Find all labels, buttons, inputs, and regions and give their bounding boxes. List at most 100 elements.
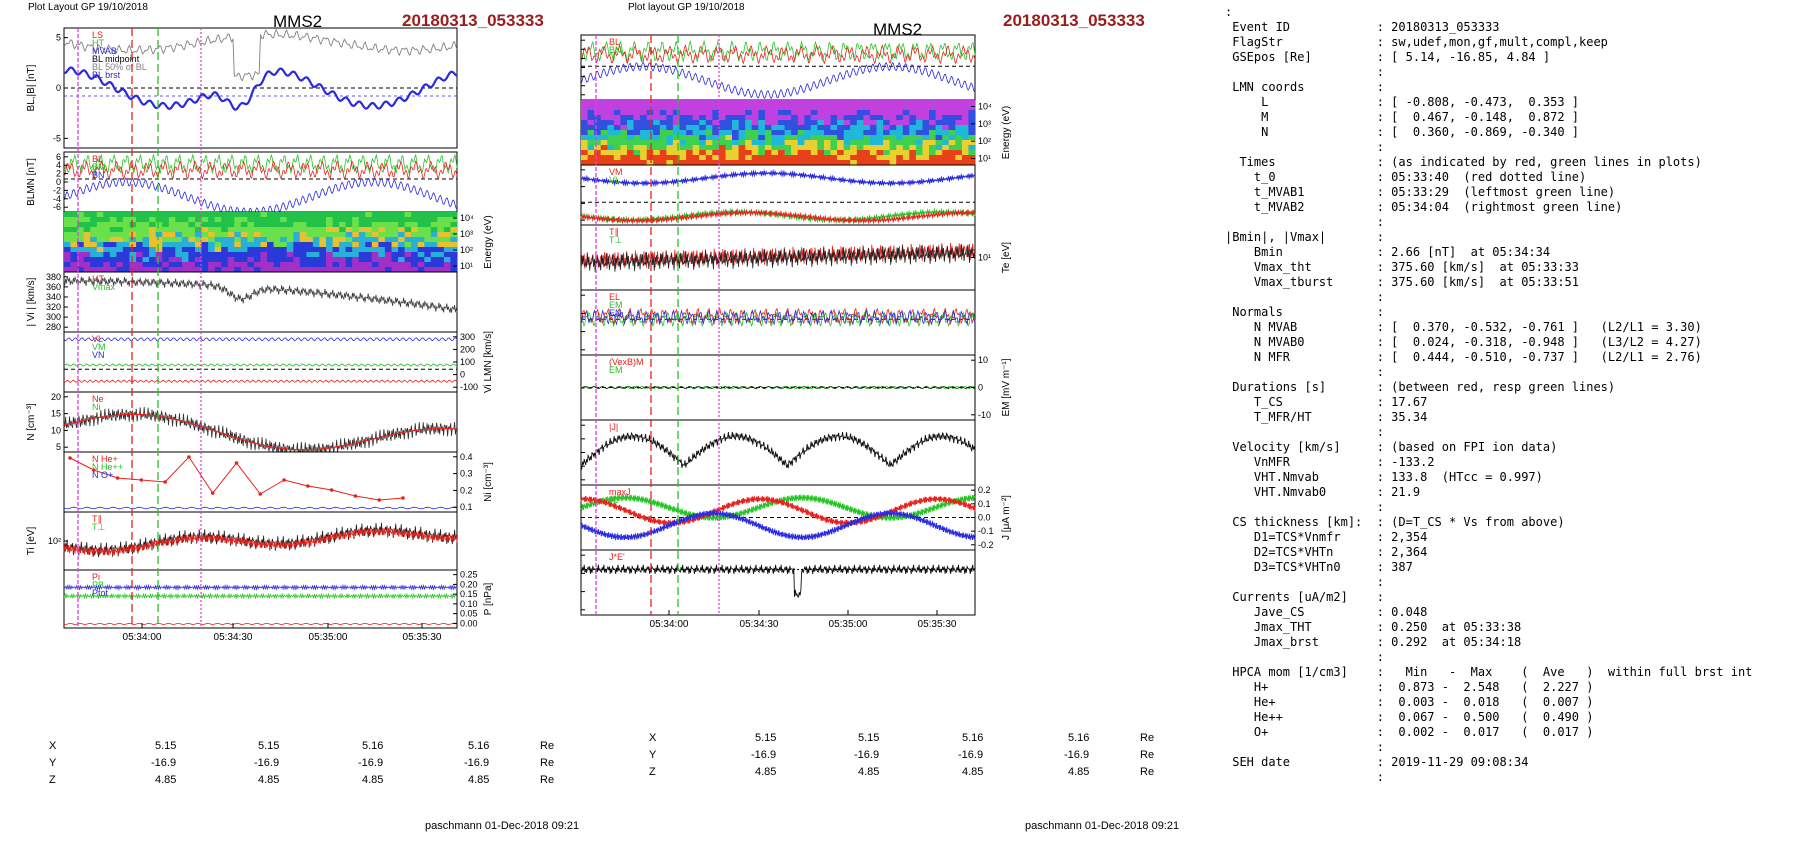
spectrogram-cell [804, 140, 812, 146]
spectrogram-cell [922, 100, 930, 106]
summary-line: : [1225, 500, 1384, 514]
spectrogram-cell [240, 262, 248, 268]
spectrogram-cell [312, 257, 320, 263]
spectrogram-cell [286, 217, 294, 223]
spectrogram-cell [725, 160, 733, 166]
summary-line: Currents [uA/m2] : [1225, 590, 1384, 604]
spectrogram-cell [587, 110, 595, 116]
spectrogram-cell [679, 135, 687, 141]
spectrogram-cell [267, 252, 274, 258]
spectrogram-cell [136, 237, 144, 243]
spectrogram-cell [299, 257, 307, 263]
spectrogram-cell [902, 115, 910, 121]
spectrogram-cell [417, 257, 425, 263]
y-tick-label: 10² [48, 536, 61, 546]
spectrogram-cell [699, 125, 707, 131]
spectrogram-cell [672, 110, 680, 116]
legend-entry: BL brst [92, 70, 121, 80]
y-tick-label: 300 [46, 312, 61, 322]
spectrogram-cell [863, 155, 871, 161]
spectrogram-cell [646, 135, 654, 141]
spectrogram-cell [136, 257, 144, 263]
spectrogram-cell [876, 155, 884, 161]
spectrogram-cell [77, 222, 85, 228]
spectrogram-cell [221, 257, 229, 263]
spectrogram-cell [103, 212, 111, 218]
spectrogram-cell [129, 222, 137, 228]
spectrogram-cell [306, 267, 314, 273]
spectrogram-cell [942, 145, 950, 151]
spectrogram-cell [712, 125, 720, 131]
spectrogram-cell [319, 257, 327, 263]
spectrogram-cell [653, 105, 661, 111]
spectrogram-cell [175, 257, 183, 263]
spectrogram-cell [195, 227, 202, 233]
spectrogram-cell [640, 150, 648, 156]
spectrogram-cell [856, 100, 864, 106]
spectrogram-cell [227, 252, 235, 258]
spectrogram-cell [712, 115, 720, 121]
spectrogram-cell [155, 222, 163, 228]
legend-entry: PB [92, 580, 104, 590]
spectrogram-cell [221, 212, 229, 218]
spectrogram-cell [339, 222, 347, 228]
spectrogram-cell [149, 242, 157, 248]
right-position-table: X 5.15 5.15 5.16 5.16 Re Y -16.9 -16.9 -… [640, 732, 1160, 782]
spectrogram-cell [221, 262, 229, 268]
x-tick-label: 05:34:30 [214, 632, 253, 643]
spectrogram-cell [837, 135, 845, 141]
spectrogram-cell [181, 212, 189, 218]
spectrogram-cell [738, 110, 746, 116]
spectrogram-cell [942, 150, 950, 156]
spectrogram-cell [358, 267, 366, 273]
spectrogram-cell [391, 232, 399, 238]
spectrogram-cell [129, 227, 137, 233]
spectrogram-cell [646, 150, 654, 156]
spectrogram-cell [64, 222, 71, 228]
spectrogram-cell [751, 160, 759, 166]
spectrogram-cell [607, 160, 615, 166]
spectrogram-cell [417, 242, 425, 248]
spectrogram-cell [672, 135, 680, 141]
legend-entry: VN [92, 350, 105, 360]
spectrogram-cell [758, 140, 766, 146]
summary-line: : [1225, 740, 1384, 754]
spectrogram-cell [267, 262, 274, 268]
spectrogram-cell [352, 247, 360, 253]
spectrogram-cell [581, 120, 588, 126]
summary-line: Vmax_tburst : 375.60 [km/s] at 05:33:51 [1225, 275, 1580, 289]
spectrogram-cell [208, 212, 216, 218]
spectrogram-cell [909, 100, 917, 106]
spectrogram-cell [607, 105, 615, 111]
spectrogram-cell [345, 257, 353, 263]
spectrogram-cell [594, 135, 602, 141]
spectrogram-cell [581, 130, 588, 136]
spectrogram-cell [365, 267, 373, 273]
y-tick-label: -4 [53, 194, 61, 204]
spectrogram-cell [705, 125, 713, 131]
y-tick-label: 15 [51, 409, 61, 419]
spectrogram-cell [600, 135, 608, 141]
spectrogram-cell [692, 105, 700, 111]
pos-value: 5.15 [858, 732, 880, 744]
spectrogram-cell [247, 267, 255, 273]
spectrogram-cell [326, 242, 333, 248]
spectrogram-cell [391, 227, 399, 233]
spectrogram-cell [227, 222, 235, 228]
spectrogram-cell [686, 135, 694, 141]
spectrogram-cell [732, 125, 739, 131]
spectrogram-cell [149, 222, 157, 228]
spectrogram-cell [738, 100, 746, 106]
spectrogram-cell [686, 155, 694, 161]
spectrogram-cell [653, 130, 661, 136]
spectrogram-cell [666, 155, 674, 161]
spectrogram-cell [195, 267, 202, 273]
spectrogram-cell [784, 120, 792, 126]
spectrogram-cell [162, 237, 170, 243]
spectrogram-cell [293, 257, 301, 263]
spectrogram-cell [195, 252, 202, 258]
legend-entry: MVAB [92, 46, 117, 56]
spectrogram-cell [280, 232, 288, 238]
spectrogram-cell [273, 227, 281, 233]
spectrogram-cell [909, 130, 917, 136]
